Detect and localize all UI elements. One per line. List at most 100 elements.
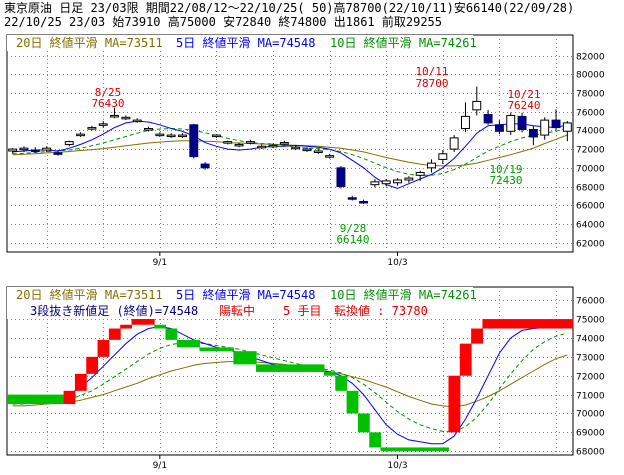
x-tick-label: 10/3 xyxy=(387,461,407,471)
brick-down xyxy=(165,328,178,340)
candle-up xyxy=(370,181,380,186)
ma10-line xyxy=(12,332,568,432)
brick-down xyxy=(369,432,382,448)
y-tick-label: 78000 xyxy=(576,90,605,100)
candle-up xyxy=(87,127,97,130)
candle-down xyxy=(189,124,199,158)
lower-legend xyxy=(7,287,473,319)
brick-down xyxy=(233,351,246,365)
candle-up xyxy=(506,114,516,132)
brick-down xyxy=(188,339,200,348)
y-tick-label: 62000 xyxy=(576,240,605,250)
brick-down xyxy=(222,347,234,352)
y-tick-label: 72000 xyxy=(576,146,605,156)
candle-down xyxy=(483,114,493,124)
candle-up xyxy=(540,119,550,136)
candle-down xyxy=(200,163,210,169)
brick-down xyxy=(323,371,336,376)
brick-up xyxy=(471,328,483,344)
candle-up xyxy=(19,147,29,151)
annotation-low-928-date: 9/28 xyxy=(339,222,367,235)
annotation-low-1019-value: 72430 xyxy=(489,174,523,187)
candle-up xyxy=(132,119,142,123)
y-tick-label: 64000 xyxy=(576,221,605,231)
y-tick-label: 82000 xyxy=(576,53,605,63)
brick-up xyxy=(459,343,472,376)
brick-up xyxy=(482,319,495,329)
candle-up xyxy=(313,150,323,153)
brick-down xyxy=(414,447,427,452)
candle-up xyxy=(472,100,482,111)
brick-down xyxy=(380,447,393,452)
candle-up xyxy=(404,177,414,181)
annotation-low-1019-date: 10/19 xyxy=(489,163,523,176)
annotation-high-1021-value: 76240 xyxy=(507,99,541,112)
candle-up xyxy=(562,122,572,132)
candle-up xyxy=(166,134,176,138)
line-break-close-info: 3段抜き新値足 (終値)=74548 xyxy=(30,304,199,318)
candle-up xyxy=(211,134,221,138)
upper-price-panel: 62000 64000 66000 68000 70000 72000 74000 76000… xyxy=(6,34,605,268)
y-tick-label: 76000 xyxy=(576,109,605,119)
y-tick-label: 76000 xyxy=(576,297,605,307)
candle-down xyxy=(528,128,538,138)
brick-down xyxy=(437,447,449,452)
ma20-line xyxy=(12,134,568,167)
y-tick-label: 80000 xyxy=(576,71,605,81)
brick-up xyxy=(550,319,563,329)
annotation-high-825-date: 8/25 xyxy=(94,86,122,99)
candle-down xyxy=(347,197,357,200)
brick-up xyxy=(527,319,540,329)
candle-up xyxy=(76,133,86,137)
y-tick-label: 75000 xyxy=(576,316,605,326)
brick-down xyxy=(18,394,31,405)
annotation-high-1011-value: 78700 xyxy=(415,77,449,90)
brick-down xyxy=(199,347,212,352)
y-tick-label: 70000 xyxy=(576,410,605,420)
candle-up xyxy=(155,133,165,137)
candle-up xyxy=(460,115,470,130)
brick-down xyxy=(290,364,302,372)
candle-up xyxy=(268,144,278,148)
candle-up xyxy=(121,116,131,120)
brick-down xyxy=(29,394,42,405)
chart-header-line2: 22/10/25 23/03 始73910 高75000 安72840 終748… xyxy=(4,15,443,29)
chart-header-line1: 東京原油 日足 23/03限 期間22/08/12～22/10/25( 50)高… xyxy=(4,1,575,15)
brick-up xyxy=(142,317,155,325)
y-tick-label: 73000 xyxy=(576,354,605,364)
candle-up xyxy=(223,141,233,144)
legend-ma5: 5日 終値平滑 MA=74548 xyxy=(176,36,316,50)
brick-up xyxy=(86,356,99,374)
brick-down xyxy=(278,364,291,372)
candle-up xyxy=(245,141,255,144)
brick-up xyxy=(63,390,76,405)
y-tick-label: 69000 xyxy=(576,429,605,439)
line-break-count: 5 手目 xyxy=(283,304,322,318)
lower-legend-ma5: 5日 終値平滑 MA=74548 xyxy=(176,288,316,302)
brick-down xyxy=(176,339,189,348)
brick-up xyxy=(97,339,110,357)
brick-up xyxy=(539,319,551,329)
brick-down xyxy=(335,375,348,391)
candle-down xyxy=(517,115,527,130)
brick-down xyxy=(301,364,314,372)
brick-up xyxy=(74,373,87,391)
brick-down xyxy=(425,447,438,452)
y-tick-label: 74000 xyxy=(576,127,605,137)
annotation-low-928-value: 66140 xyxy=(336,233,370,246)
x-tick-label: 9/1 xyxy=(153,461,167,471)
brick-down xyxy=(346,390,359,414)
brick-up xyxy=(505,319,517,329)
y-tick-label: 66000 xyxy=(576,202,605,212)
candle-up xyxy=(144,128,153,131)
brick-up xyxy=(493,319,506,329)
brick-down xyxy=(40,394,53,405)
x-tick-label: 10/3 xyxy=(387,258,407,268)
brick-down xyxy=(210,347,223,352)
brick-down xyxy=(391,447,404,452)
line-break-conversion: 転換値 : 73780 xyxy=(334,304,428,318)
brick-down xyxy=(267,364,280,372)
candle-up xyxy=(291,146,301,150)
line-break-status: 陽転中 xyxy=(219,304,256,318)
